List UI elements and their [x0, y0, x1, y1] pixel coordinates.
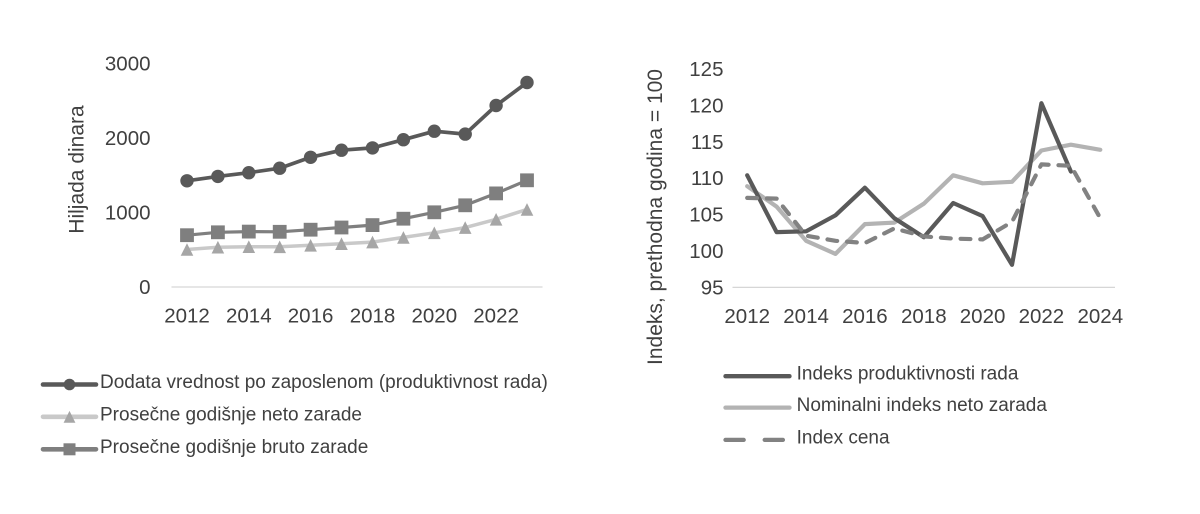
- svg-text:Index cena: Index cena: [797, 427, 890, 448]
- svg-text:2020: 2020: [411, 305, 457, 328]
- svg-text:100: 100: [689, 240, 723, 263]
- svg-text:120: 120: [689, 94, 723, 117]
- svg-text:Hiljada dinara: Hiljada dinara: [66, 105, 89, 234]
- svg-text:115: 115: [691, 131, 724, 154]
- svg-text:2014: 2014: [226, 305, 272, 328]
- svg-text:2020: 2020: [960, 305, 1006, 328]
- svg-text:Prosečne godišnje neto zarade: Prosečne godišnje neto zarade: [100, 404, 362, 425]
- svg-text:Dodata vrednost po zaposlenom: Dodata vrednost po zaposlenom (produktiv…: [100, 372, 548, 393]
- svg-text:2018: 2018: [901, 305, 947, 328]
- svg-text:2000: 2000: [105, 127, 151, 150]
- svg-text:3000: 3000: [105, 52, 151, 75]
- svg-text:2016: 2016: [842, 305, 888, 328]
- svg-text:2024: 2024: [1077, 305, 1123, 328]
- svg-text:95: 95: [701, 276, 724, 299]
- svg-text:110: 110: [691, 167, 724, 190]
- svg-text:2016: 2016: [288, 305, 334, 328]
- svg-text:105: 105: [689, 204, 723, 227]
- svg-text:Indeks, prethodna godina = 100: Indeks, prethodna godina = 100: [644, 69, 667, 365]
- svg-text:2012: 2012: [164, 305, 210, 328]
- svg-text:2022: 2022: [473, 305, 519, 328]
- svg-text:1000: 1000: [105, 201, 151, 224]
- svg-text:Nominalni indeks neto zarada: Nominalni indeks neto zarada: [797, 395, 1048, 416]
- svg-text:0: 0: [139, 276, 150, 299]
- svg-text:2018: 2018: [350, 305, 396, 328]
- svg-text:Prosečne godišnje bruto zarade: Prosečne godišnje bruto zarade: [100, 437, 368, 458]
- svg-text:Indeks produktivnosti rada: Indeks produktivnosti rada: [797, 364, 1019, 385]
- svg-text:125: 125: [689, 58, 723, 81]
- svg-text:2012: 2012: [724, 305, 770, 328]
- svg-text:2022: 2022: [1019, 305, 1065, 328]
- svg-text:2014: 2014: [783, 305, 829, 328]
